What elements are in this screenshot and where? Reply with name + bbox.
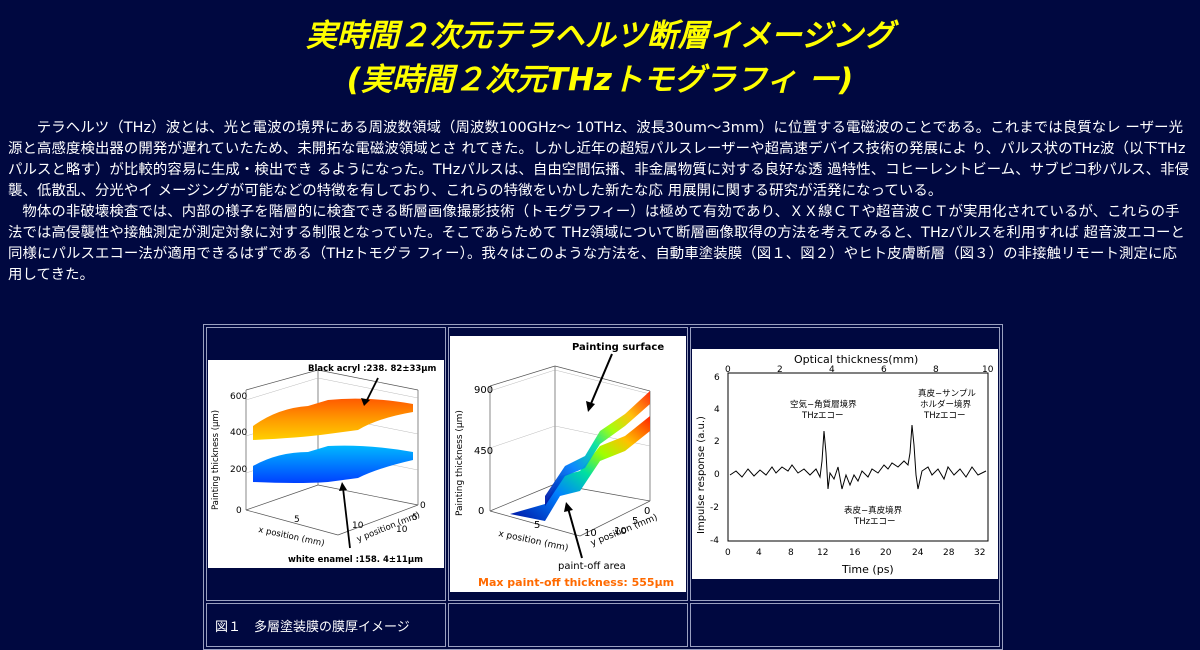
- page-title: 実時間２次元テラヘルツ断層イメージング: [305, 18, 895, 54]
- figure2-highlight-label: Max paint-off thickness: 555μm: [478, 576, 674, 589]
- figure2-x-tick: 5: [534, 520, 540, 531]
- figure3-top-tick: 8: [933, 365, 939, 375]
- page-subtitle: (実時間２次元THzトモグラフィ ー): [346, 62, 854, 98]
- figure1-y-tick: 0: [420, 501, 426, 511]
- figure3-x-tick: 12: [817, 548, 828, 558]
- figure1-z-tick: 600: [230, 392, 247, 402]
- figure3-annotation-3-line1: 表皮−真皮境界: [844, 505, 903, 516]
- figure1-image: Black acryl :238. 82±33μm white enamel :…: [208, 360, 444, 568]
- figure2-image: Painting surface Painting thickness (μm)…: [450, 336, 686, 592]
- figure3-annotation-1-line1: 空気−角質層境界: [790, 399, 857, 410]
- figure2-z-label: Painting thickness (μm): [455, 410, 465, 516]
- figure3-top-tick: 0: [725, 365, 731, 375]
- figure2-z-tick: 450: [474, 446, 493, 457]
- figure3-x-tick: 28: [943, 548, 955, 558]
- figure2-cell: Painting surface Painting thickness (μm)…: [448, 327, 688, 601]
- figure3-y-tick: 0: [714, 470, 720, 480]
- figure2-y-tick: 10: [614, 526, 627, 537]
- figure3-y-tick: -4: [710, 536, 719, 546]
- figure1-top-label: Black acryl :238. 82±33μm: [308, 364, 437, 374]
- figure3-top-tick: 4: [829, 365, 835, 375]
- intro-paragraph-2: 物体の非破壊検査では、内部の様子を階層的に検査できる断層画像撮影技術（トモグラフ…: [8, 204, 1186, 283]
- figure-table: Black acryl :238. 82±33μm white enamel :…: [203, 324, 1003, 650]
- figure2-x-tick: 10: [584, 528, 597, 539]
- figure3-y-label: Impulse response (a.u.): [696, 416, 707, 534]
- figure3-x-label: Time (ps): [841, 563, 894, 576]
- figure3-annotation-2-line3: THzエコー: [923, 411, 966, 421]
- figure3-cell: Optical thickness(mm) 0 2 4 6 8 10 6 4 2…: [690, 327, 1000, 601]
- figure3-x-tick: 16: [849, 548, 861, 558]
- figure3-annotation-1-line2: THzエコー: [801, 411, 844, 421]
- figure3-caption-cell: [690, 603, 1000, 647]
- figure3-image: Optical thickness(mm) 0 2 4 6 8 10 6 4 2…: [692, 349, 998, 579]
- figure3-y-tick: 2: [714, 437, 720, 447]
- figure1-y-tick: 10: [396, 525, 408, 535]
- figure3-x-tick: 0: [725, 548, 731, 558]
- intro-paragraph-1: テラヘルツ（THz）波とは、光と電波の境界にある周波数領域（周波数100GHz～…: [8, 120, 1190, 199]
- figure3-annotation-2-line1: 真皮−サンプル: [918, 388, 976, 399]
- figure1-x-tick: 10: [352, 521, 364, 531]
- figure2-x-label: x position (mm): [497, 529, 569, 554]
- figure3-top-tick: 10: [982, 365, 994, 375]
- figure1-bottom-label: white enamel :158. 4±11μm: [288, 555, 423, 565]
- figure3-x-tick: 32: [974, 548, 985, 558]
- figure1-caption: 図１ 多層塗装膜の膜厚イメージ: [206, 603, 446, 647]
- figure2-y-tick: 0: [644, 506, 650, 517]
- figure3-top-tick: 6: [881, 365, 887, 375]
- figure1-y-tick: 5: [412, 513, 418, 523]
- figure3-y-tick: 6: [714, 373, 720, 383]
- figure3-annotation-2-line2: ホルダー境界: [920, 399, 972, 410]
- figure3-top-axis-label: Optical thickness(mm): [794, 353, 918, 366]
- figure3-y-tick: -2: [710, 503, 719, 513]
- figure2-bottom-label: paint-off area: [558, 561, 626, 572]
- figure2-z-tick: 0: [478, 506, 484, 517]
- figure3-x-tick: 4: [756, 548, 762, 558]
- figure1-z-tick: 200: [230, 465, 247, 475]
- figure2-top-label: Painting surface: [572, 342, 664, 353]
- figure3-top-tick: 2: [777, 365, 783, 375]
- intro-text: テラヘルツ（THz）波とは、光と電波の境界にある周波数領域（周波数100GHz～…: [8, 118, 1190, 286]
- figure1-z-tick: 0: [236, 506, 242, 516]
- figure2-z-tick: 900: [474, 385, 493, 396]
- figure1-x-tick: 5: [294, 515, 300, 525]
- figure1-z-label: Painting thickness (μm): [211, 410, 221, 510]
- figure1-cell: Black acryl :238. 82±33μm white enamel :…: [206, 327, 446, 601]
- figure1-z-tick: 400: [230, 428, 247, 438]
- figure3-x-tick: 20: [880, 548, 892, 558]
- figure3-y-tick: 4: [714, 405, 720, 415]
- figure3-x-tick: 8: [788, 548, 794, 558]
- figure3-annotation-3-line2: THzエコー: [853, 517, 896, 527]
- figure2-y-tick: 5: [632, 516, 638, 527]
- figure2-caption-cell: [448, 603, 688, 647]
- figure3-x-tick: 24: [912, 548, 924, 558]
